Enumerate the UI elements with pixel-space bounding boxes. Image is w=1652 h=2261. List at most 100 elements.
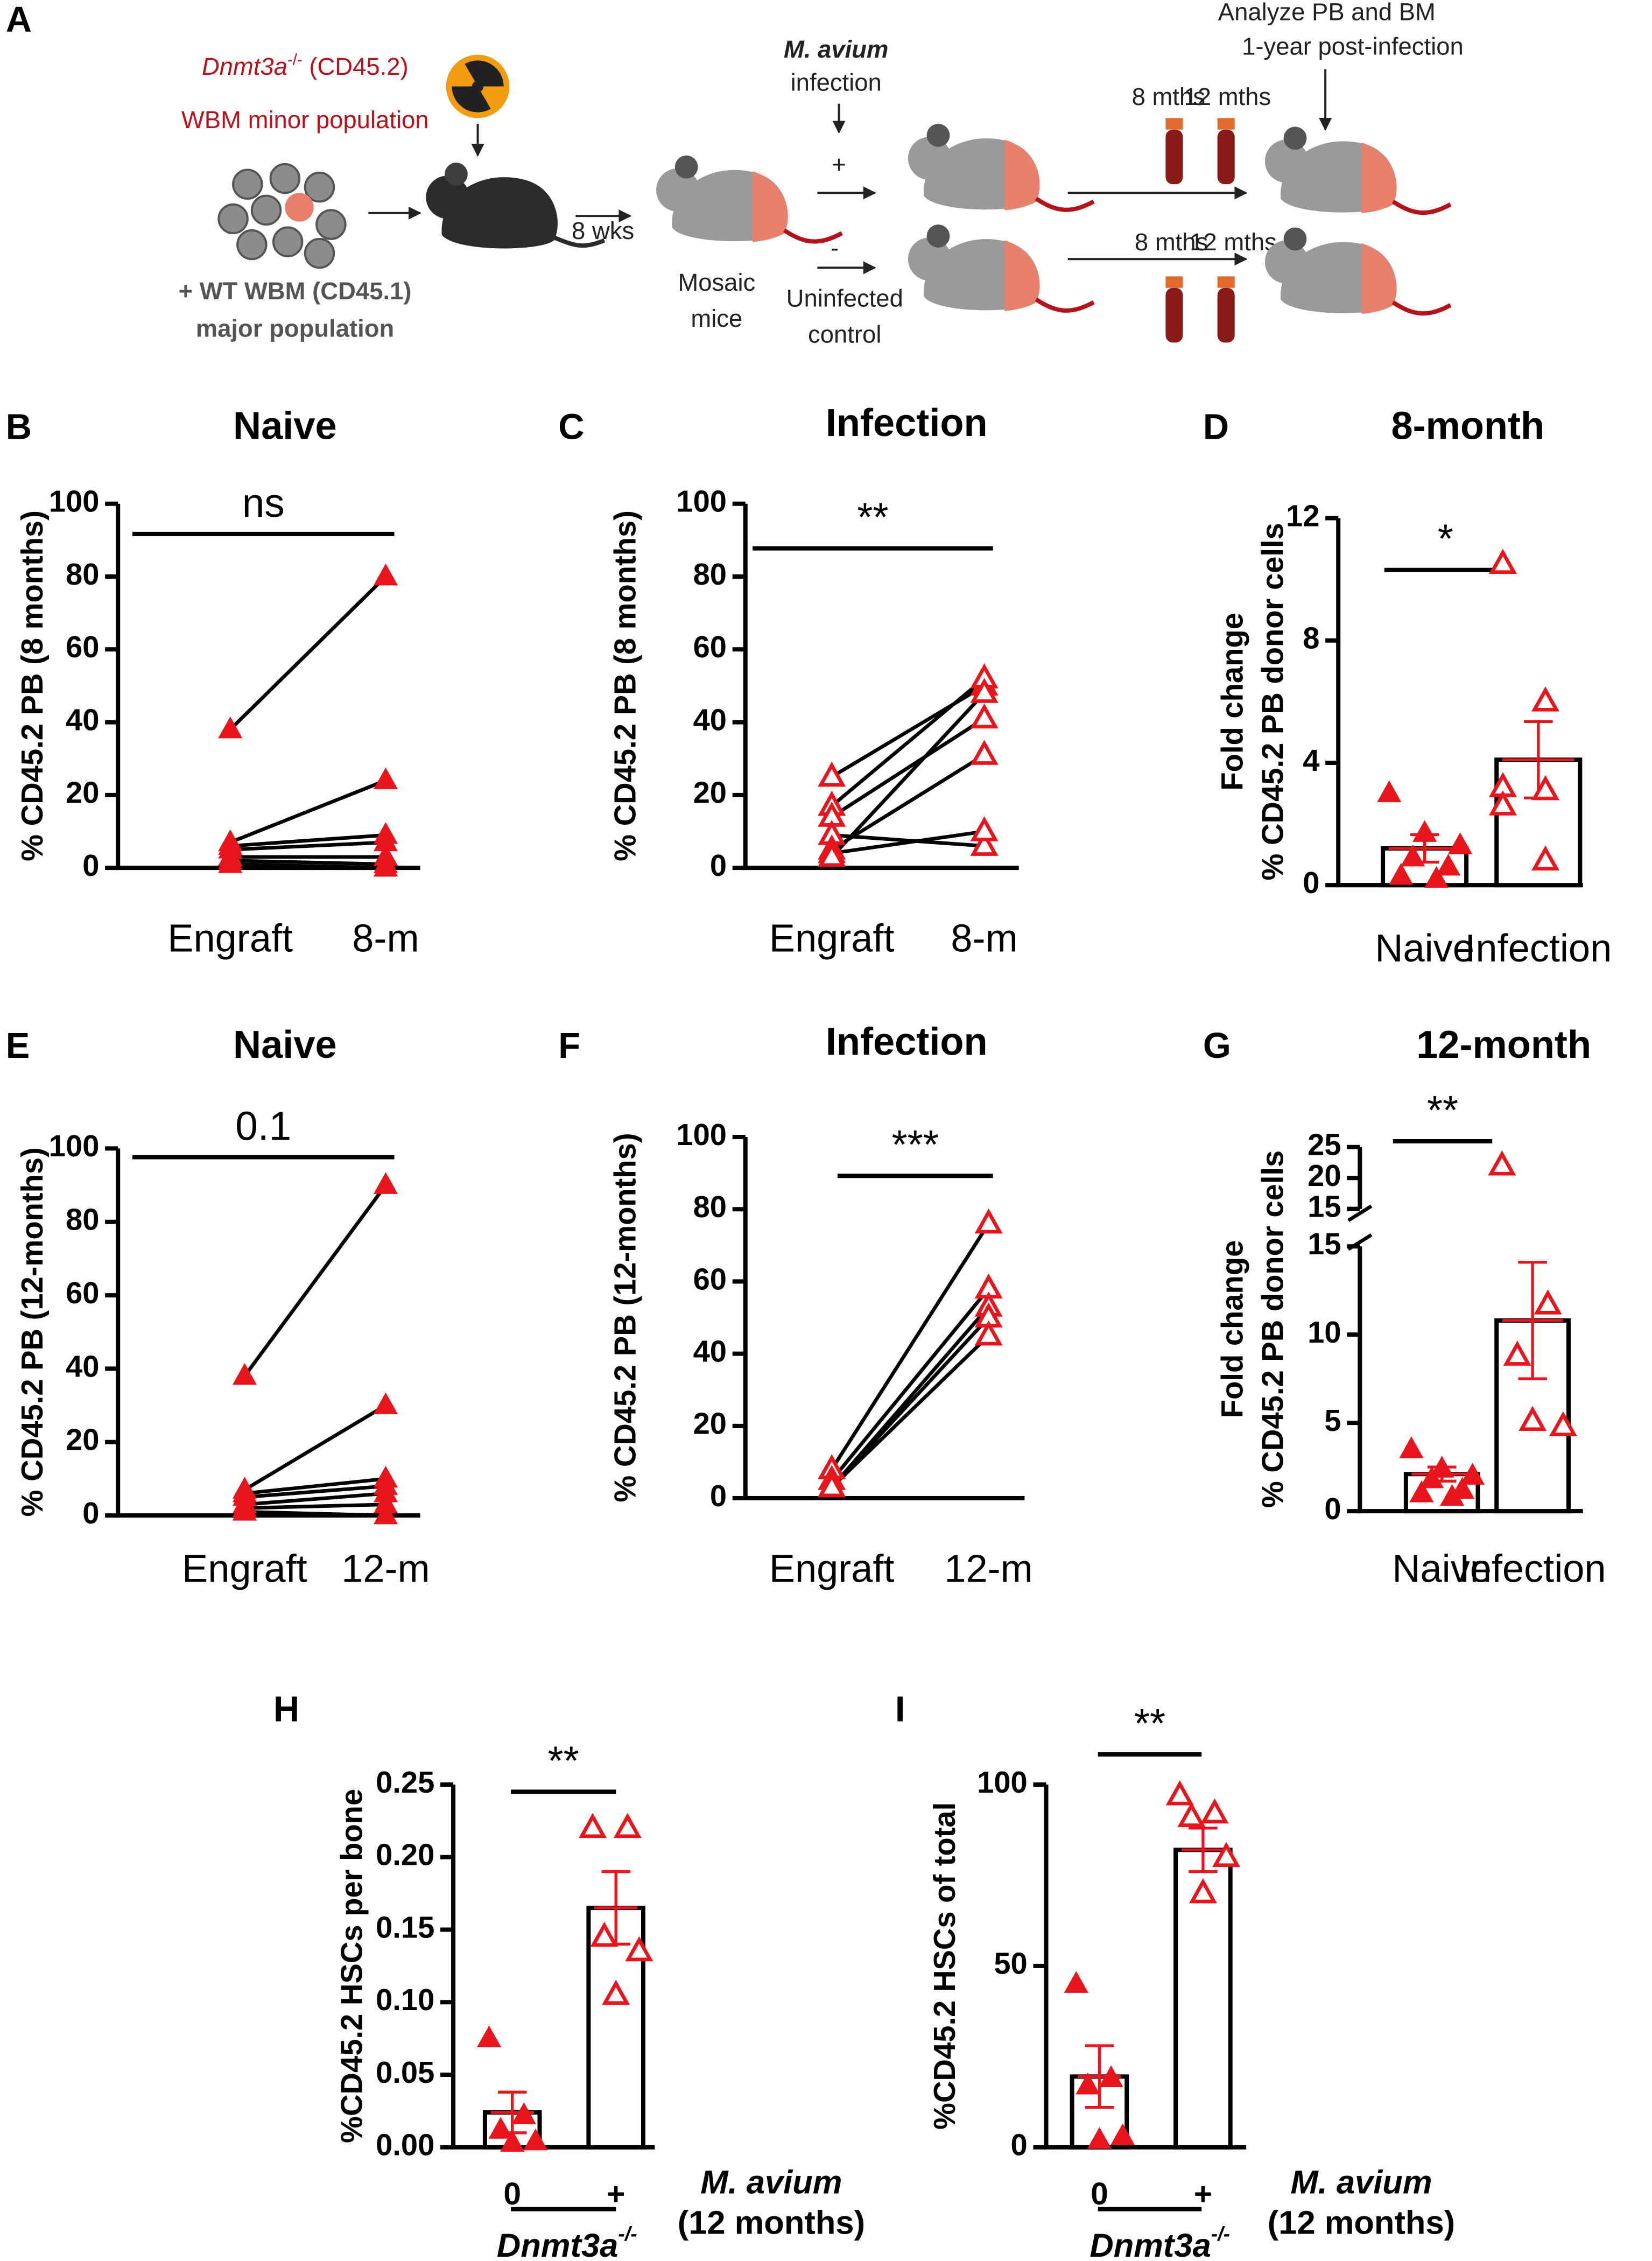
mosaic-mouse xyxy=(656,156,842,242)
y-tick-label: 12 xyxy=(1286,498,1319,532)
y-tick-label: 0.15 xyxy=(376,1910,434,1944)
data-point xyxy=(1419,1466,1444,1488)
x-tick-label: 8-m xyxy=(352,917,419,960)
y-tick-label: 20 xyxy=(693,776,727,810)
x-note: (12 months) xyxy=(678,2204,865,2241)
y-axis-label: % CD45.2 PB donor cells xyxy=(1255,1150,1289,1508)
chart-title: Infection xyxy=(826,402,988,445)
y-tick-label: 8 xyxy=(1303,621,1319,655)
y-tick-label: 5 xyxy=(1324,1403,1341,1437)
x-note: (12 months) xyxy=(1268,2204,1455,2241)
significance-label: ** xyxy=(1427,1087,1458,1133)
data-point xyxy=(818,1472,846,1498)
y-axis-label: %CD45.2 HSCs per bone xyxy=(334,1789,368,2143)
panel-letter: B xyxy=(6,407,32,447)
data-point xyxy=(1440,1484,1465,1506)
data-point xyxy=(1531,775,1559,801)
y-tick-label: 0 xyxy=(1324,1492,1341,1526)
data-point xyxy=(1409,1480,1434,1502)
data-point xyxy=(970,678,999,703)
y-tick-label: 20 xyxy=(66,776,99,810)
group-label: Dnmt3a-/- xyxy=(1089,2222,1230,2261)
pair-line xyxy=(244,1502,386,1510)
error-bar xyxy=(1078,2044,1121,2109)
data-point xyxy=(1412,820,1437,842)
y-tick-label: 0 xyxy=(710,848,727,882)
y-tick-label: 100 xyxy=(676,484,727,518)
data-point xyxy=(373,1172,398,1194)
x-tick-label: Infection xyxy=(1465,927,1612,970)
data-point xyxy=(1488,1150,1516,1176)
group-gene: Dnmt3a xyxy=(497,2227,618,2261)
cell-cluster xyxy=(217,163,347,269)
x-tick-label: Engraft xyxy=(769,917,895,960)
data-point xyxy=(373,1392,398,1414)
superscript: -/- xyxy=(287,51,303,68)
pair-line xyxy=(230,833,386,848)
significance-label: ** xyxy=(547,1738,579,1783)
data-point xyxy=(523,2128,548,2151)
y-tick-label: 20 xyxy=(1307,1158,1341,1192)
data-point xyxy=(232,1363,257,1385)
mosaic-label: Mosaic xyxy=(678,269,755,296)
data-point xyxy=(488,2117,513,2139)
tube-label: 8 mths xyxy=(1135,228,1208,256)
control-mouse xyxy=(908,224,1094,311)
y-tick-label: 80 xyxy=(66,1203,99,1237)
x-tick-label: Infection xyxy=(1459,1547,1606,1590)
mosaic-label: mice xyxy=(691,305,742,332)
y-tick-label: 0 xyxy=(1011,2128,1028,2162)
data-point xyxy=(511,2102,536,2124)
pair-line xyxy=(830,1223,990,1471)
x-tick-label: 12-m xyxy=(944,1547,1032,1590)
data-point xyxy=(1099,2065,1123,2088)
data-point xyxy=(218,851,243,873)
data-point xyxy=(625,1936,653,1962)
data-point xyxy=(1503,1340,1531,1366)
wt-label: + WT WBM (CD45.1) xyxy=(179,277,412,305)
y-tick-label: 100 xyxy=(49,484,100,518)
data-point xyxy=(1430,1456,1454,1478)
analyze-label: 1-year post-infection xyxy=(1242,33,1464,60)
group-gene: Dnmt3a xyxy=(1089,2227,1211,2261)
y-tick-label: 4 xyxy=(1303,743,1319,777)
y-tick-label: 50 xyxy=(994,1947,1027,1981)
blood-tube xyxy=(1217,118,1235,185)
donor-population: WBM minor population xyxy=(181,106,429,134)
y-axis-label: % CD45.2 PB donor cells xyxy=(1255,523,1289,880)
data-point xyxy=(1531,686,1559,712)
group-superscript: -/- xyxy=(618,2222,637,2245)
pair-line xyxy=(244,1484,386,1499)
y-tick-label: 80 xyxy=(693,1190,727,1224)
pair-line xyxy=(244,1477,386,1495)
wait-label: 8 wks xyxy=(572,217,634,244)
data-point xyxy=(476,2025,502,2047)
y-axis-label: % CD45.2 PB (8 months) xyxy=(15,510,49,861)
data-point xyxy=(232,1499,257,1521)
data-point xyxy=(1534,1289,1562,1315)
analysis-mouse xyxy=(1265,127,1451,213)
data-point xyxy=(1531,845,1559,871)
y-tick-label: 60 xyxy=(693,630,727,664)
y-tick-label: 40 xyxy=(693,703,727,736)
data-point xyxy=(1212,1842,1241,1867)
data-point xyxy=(579,1813,607,1838)
error-bar xyxy=(1181,1827,1225,1873)
significance-label: * xyxy=(1438,516,1453,561)
y-tick-label: 40 xyxy=(66,1349,99,1383)
analysis-mouse xyxy=(1265,227,1451,313)
y-axis-label: % CD45.2 PB (8 months) xyxy=(608,510,642,861)
group-label: Dnmt3a-/- xyxy=(497,2222,637,2261)
x-tick-label: Engraft xyxy=(769,1547,895,1590)
plus-label: + xyxy=(832,151,846,178)
pair-line xyxy=(831,833,985,848)
significance-label: 0.1 xyxy=(235,1103,291,1148)
tube-label: 8 mths xyxy=(1132,83,1205,110)
error-bar xyxy=(490,2090,534,2134)
x-tick-label: + xyxy=(607,2176,625,2211)
blood-tube xyxy=(1165,276,1183,343)
pair-line xyxy=(244,1491,386,1507)
data-point xyxy=(1549,1411,1577,1437)
infected-mouse xyxy=(908,124,1094,210)
